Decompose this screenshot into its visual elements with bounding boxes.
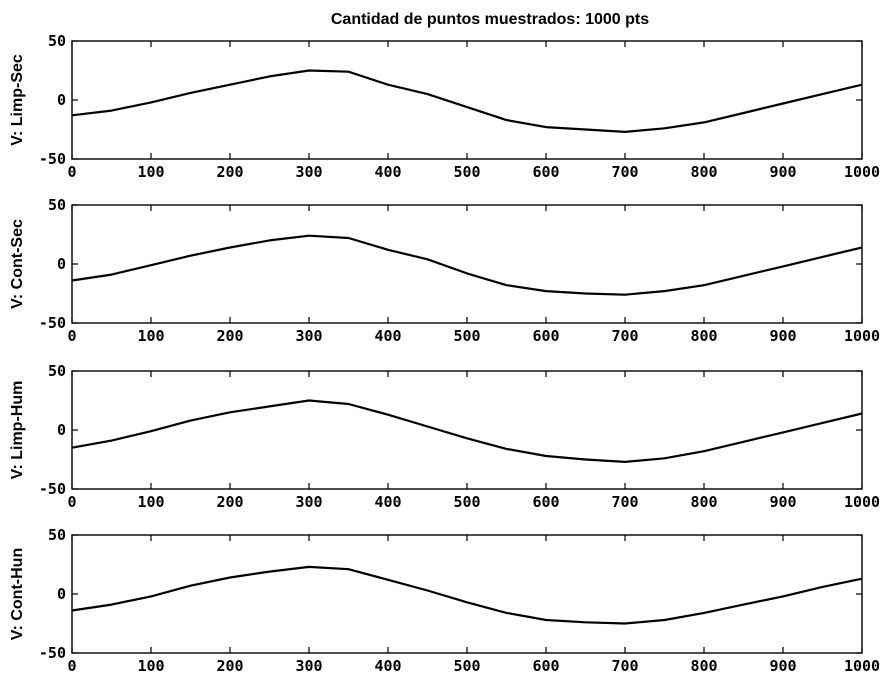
y-axis-label: V: Limp-Sec	[9, 54, 26, 146]
x-tick-label: 300	[295, 163, 322, 181]
subplot-1: 500-500 100 200 300 400 500 600 700 800 900 1000V:…	[9, 32, 880, 181]
x-tick-label: 0	[67, 657, 76, 675]
x-tick-label: 400	[374, 327, 401, 345]
subplot-3: 500-500 100 200 300 400 500 600 700 800 900 1000V:…	[9, 362, 880, 511]
plot-frame	[71, 370, 863, 490]
plot-frame	[71, 40, 863, 160]
x-tick-label: 200	[216, 493, 243, 511]
x-tick-label: 900	[769, 327, 796, 345]
series-line-1	[71, 399, 863, 463]
subplot-4: 500-500 100 200 300 400 500 600 700 800 900 1000V:…	[9, 526, 880, 675]
y-axis-label: V: Limp-Hum	[9, 381, 26, 480]
x-tick-label: 500	[453, 327, 480, 345]
y-tick-label: -50	[39, 480, 66, 498]
y-axis-label: V: Cont-Sec	[9, 219, 26, 309]
x-tick-label: 1000	[844, 327, 880, 345]
x-tick-label: 200	[216, 327, 243, 345]
x-tick-label: 300	[295, 657, 322, 675]
series-line-1	[71, 234, 863, 296]
y-tick-label: -50	[39, 150, 66, 168]
y-tick-label: 50	[48, 526, 66, 544]
y-tick-label: 50	[48, 362, 66, 380]
x-tick-label: 100	[137, 657, 164, 675]
x-tick-label: 400	[374, 163, 401, 181]
y-tick-label: 50	[48, 196, 66, 214]
x-tick-label: 100	[137, 163, 164, 181]
x-tick-label: 1000	[844, 163, 880, 181]
x-tick-label: 600	[532, 163, 559, 181]
x-tick-label: 200	[216, 163, 243, 181]
x-tick-label: 600	[532, 657, 559, 675]
x-tick-label: 700	[611, 657, 638, 675]
x-tick-label: 900	[769, 493, 796, 511]
x-tick-label: 1000	[844, 493, 880, 511]
x-tick-label: 0	[67, 327, 76, 345]
x-tick-label: 300	[295, 327, 322, 345]
x-tick-label: 100	[137, 493, 164, 511]
x-tick-label: 700	[611, 327, 638, 345]
plot-frame	[71, 204, 863, 324]
x-tick-label: 800	[690, 163, 717, 181]
x-tick-label: 500	[453, 163, 480, 181]
series-line-1	[71, 69, 863, 133]
y-tick-label: 0	[57, 585, 66, 603]
y-tick-label: -50	[39, 644, 66, 662]
x-tick-label: 400	[374, 657, 401, 675]
subplot-2: 500-500 100 200 300 400 500 600 700 800 900 1000V:…	[9, 196, 880, 345]
x-tick-label: 900	[769, 163, 796, 181]
x-tick-label: 100	[137, 327, 164, 345]
y-tick-label: 0	[57, 91, 66, 109]
x-tick-label: 300	[295, 493, 322, 511]
figure-title: Cantidad de puntos muestrados: 1000 pts	[331, 11, 649, 28]
x-tick-label: 600	[532, 493, 559, 511]
subplots: 500-500 100 200 300 400 500 600 700 800 900 1000V:…	[9, 32, 880, 675]
x-tick-label: 800	[690, 327, 717, 345]
y-tick-label: -50	[39, 314, 66, 332]
plot-frame	[71, 534, 863, 654]
x-tick-label: 700	[611, 163, 638, 181]
y-tick-label: 0	[57, 421, 66, 439]
x-tick-label: 0	[67, 493, 76, 511]
x-tick-label: 1000	[844, 657, 880, 675]
y-tick-label: 50	[48, 32, 66, 50]
x-tick-label: 800	[690, 493, 717, 511]
series-line-1	[71, 565, 863, 625]
x-tick-label: 200	[216, 657, 243, 675]
x-tick-label: 0	[67, 163, 76, 181]
x-tick-label: 500	[453, 493, 480, 511]
x-tick-label: 600	[532, 327, 559, 345]
x-tick-label: 500	[453, 657, 480, 675]
x-tick-label: 700	[611, 493, 638, 511]
x-tick-label: 400	[374, 493, 401, 511]
y-tick-label: 0	[57, 255, 66, 273]
x-tick-label: 800	[690, 657, 717, 675]
x-tick-label: 900	[769, 657, 796, 675]
y-axis-label: V: Cont-Hun	[9, 548, 26, 640]
